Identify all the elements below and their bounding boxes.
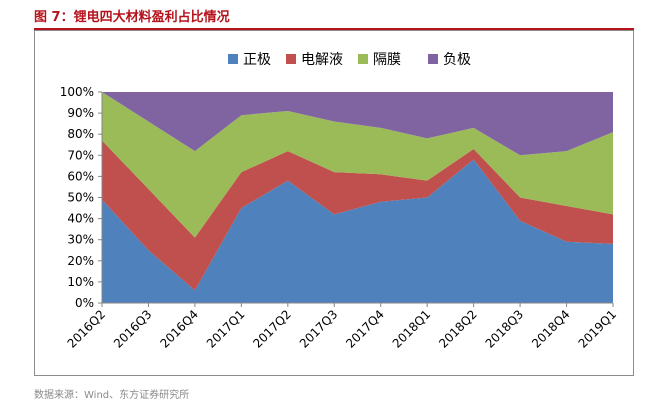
- figure-title: 图 7：锂电四大材料盈利占比情况: [34, 10, 230, 25]
- x-tick-label: 2018Q4: [529, 307, 573, 351]
- legend-swatch-4: [428, 54, 438, 64]
- x-tick-label: 2019Q1: [576, 307, 620, 351]
- x-tick-label: 2018Q2: [436, 307, 480, 351]
- y-tick-label: 20%: [67, 254, 94, 268]
- x-tick-label: 2018Q1: [390, 307, 434, 351]
- y-tick-label: 50%: [67, 191, 94, 205]
- legend-label-1: 正极: [243, 52, 271, 68]
- y-tick-label: 90%: [67, 106, 94, 120]
- y-tick-label: 30%: [67, 233, 94, 247]
- x-tick-label: 2017Q3: [297, 307, 341, 351]
- x-tick-label: 2016Q4: [157, 307, 201, 351]
- area-series-3: [102, 92, 613, 238]
- source-note: 数据来源：Wind、东方证券研究所: [34, 390, 190, 401]
- y-tick-label: 60%: [67, 169, 94, 183]
- area-series-4: [102, 92, 613, 156]
- y-tick-label: 80%: [67, 127, 94, 141]
- legend-label-4: 负极: [443, 52, 471, 68]
- x-tick-label: 2017Q4: [343, 307, 387, 351]
- title-divider: [34, 28, 634, 30]
- x-tick-label: 2016Q2: [65, 307, 109, 351]
- x-tick-label: 2017Q2: [250, 307, 294, 351]
- area-series-1: [102, 159, 613, 303]
- x-tick-label: 2018Q3: [483, 307, 527, 351]
- legend-swatch-3: [358, 54, 368, 64]
- legend-label-2: 电解液: [301, 52, 343, 68]
- legend-swatch-1: [228, 54, 238, 64]
- y-tick-label: 100%: [60, 85, 94, 99]
- x-tick-label: 2016Q3: [111, 307, 155, 351]
- stacked-area-chart: 0%10%20%30%40%50%60%70%80%90%100%2016Q2 2…: [60, 52, 620, 351]
- x-tick-label: 2017Q1: [204, 307, 248, 351]
- y-tick-label: 10%: [67, 275, 94, 289]
- y-tick-label: 0%: [75, 296, 94, 310]
- y-tick-label: 40%: [67, 212, 94, 226]
- legend-label-3: 隔膜: [373, 52, 401, 68]
- y-tick-label: 70%: [67, 148, 94, 162]
- chart-frame: 0% 10% 20% 30% 40% 50% 60% 70% 80% 90% 100% 2016Q2 2…: [34, 30, 634, 376]
- legend-swatch-2: [286, 54, 296, 64]
